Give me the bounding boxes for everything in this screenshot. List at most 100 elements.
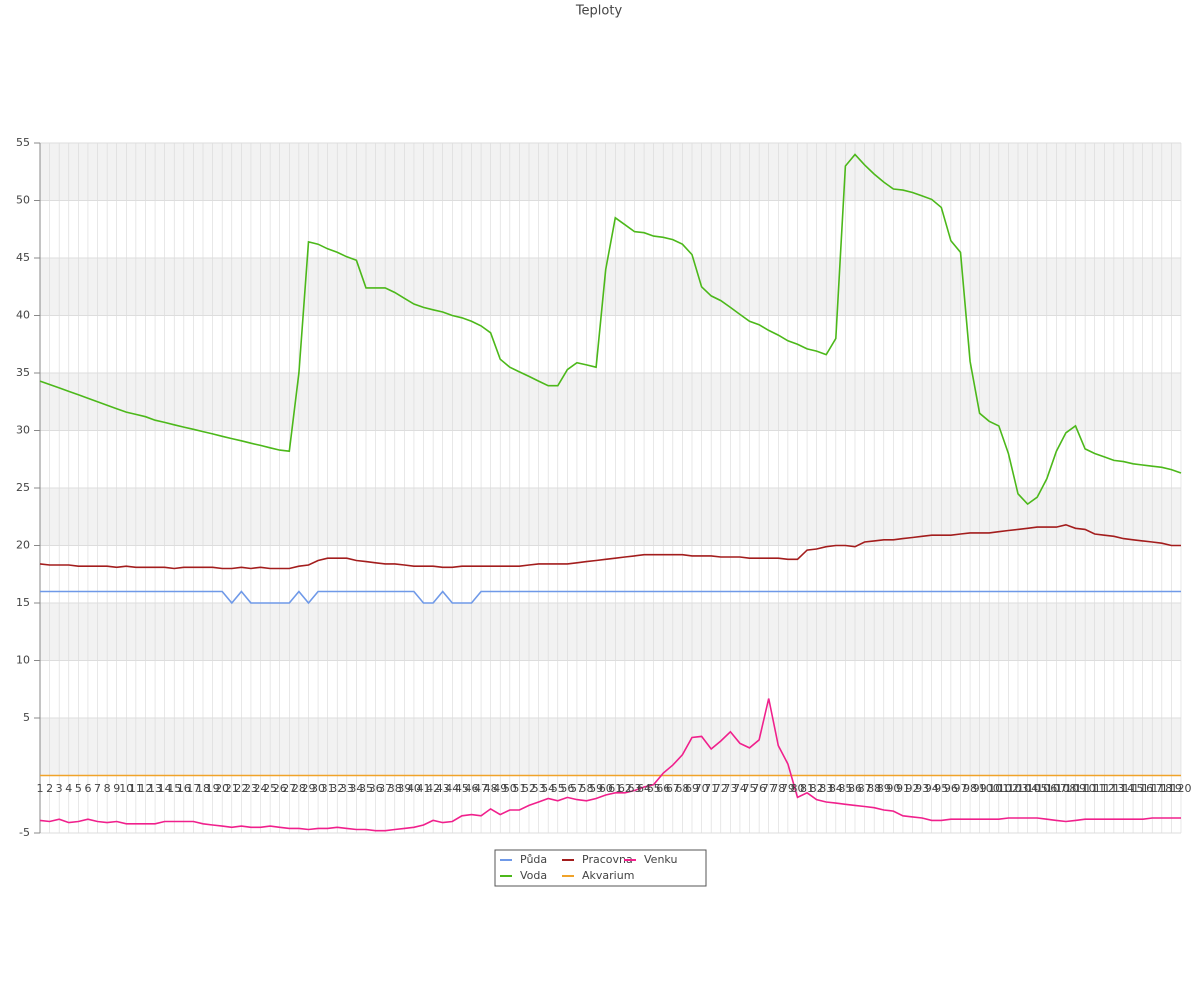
x-tick-label: 63 (627, 782, 641, 795)
x-tick-label: 66 (656, 782, 670, 795)
x-tick-label: 50 (503, 782, 517, 795)
x-tick-label: 82 (810, 782, 824, 795)
chart-title: Teploty (575, 4, 623, 19)
y-tick-label: 45 (16, 251, 30, 264)
x-tick-label: 9 (113, 782, 120, 795)
x-tick-label: 46 (464, 782, 478, 795)
x-tick-label: 107 (1046, 782, 1067, 795)
x-tick-label: 92 (906, 782, 920, 795)
grid-band (40, 258, 1181, 316)
x-tick-label: 93 (915, 782, 929, 795)
x-tick-label: 87 (858, 782, 872, 795)
x-tick-label: 119 (1161, 782, 1182, 795)
x-tick-label: 35 (359, 782, 373, 795)
x-tick-label: 3 (56, 782, 63, 795)
legend-label: Půda (520, 853, 547, 866)
x-tick-label: 110 (1075, 782, 1096, 795)
x-tick-label: 89 (877, 782, 891, 795)
x-tick-label: 31 (321, 782, 335, 795)
grid-band (40, 143, 1181, 201)
x-tick-label: 95 (934, 782, 948, 795)
y-tick-label: 40 (16, 309, 30, 322)
x-tick-label: 49 (493, 782, 507, 795)
x-tick-label: 117 (1142, 782, 1163, 795)
x-tick-label: 21 (225, 782, 239, 795)
x-tick-label: 33 (340, 782, 354, 795)
series-line (40, 590, 1181, 605)
x-tick-label: 99 (973, 782, 987, 795)
legend-label: Venku (644, 853, 677, 866)
legend-label: Akvarium (582, 869, 634, 882)
x-tick-label: 34 (349, 782, 363, 795)
x-tick-label: 55 (551, 782, 565, 795)
x-tick-label: 79 (781, 782, 795, 795)
x-tick-label: 76 (752, 782, 766, 795)
x-tick-label: 39 (397, 782, 411, 795)
x-tick-label: 78 (771, 782, 785, 795)
x-tick-label: 44 (445, 782, 459, 795)
x-tick-label: 40 (407, 782, 421, 795)
x-tick-label: 72 (714, 782, 728, 795)
x-tick-label: 104 (1017, 782, 1038, 795)
y-tick-label: 35 (16, 366, 30, 379)
x-tick-label: 5 (75, 782, 82, 795)
x-tick-label: 32 (330, 782, 344, 795)
legend (494, 849, 707, 887)
x-tick-label: 19 (206, 782, 220, 795)
grid-band (40, 373, 1181, 431)
x-tick-label: 88 (867, 782, 881, 795)
x-tick-label: 70 (695, 782, 709, 795)
x-tick-label: 1 (37, 782, 44, 795)
x-tick-label: 120 (1171, 782, 1192, 795)
x-tick-label: 80 (790, 782, 804, 795)
x-tick-label: 68 (675, 782, 689, 795)
x-tick-label: 25 (263, 782, 277, 795)
x-tick-label: 90 (886, 782, 900, 795)
x-tick-label: 71 (704, 782, 718, 795)
x-tick-label: 2 (46, 782, 53, 795)
y-tick-label: 55 (16, 136, 30, 149)
x-tick-label: 58 (580, 782, 594, 795)
x-tick-label: 114 (1113, 782, 1134, 795)
x-tick-label: 53 (532, 782, 546, 795)
y-tick-label: 10 (16, 654, 30, 667)
x-tick-label: 103 (1008, 782, 1029, 795)
x-tick-label: 17 (186, 782, 200, 795)
x-tick-label: 83 (819, 782, 833, 795)
x-tick-label: 109 (1065, 782, 1086, 795)
x-tick-label: 36 (369, 782, 383, 795)
x-tick-label: 43 (436, 782, 450, 795)
x-tick-label: 27 (282, 782, 296, 795)
x-tick-label: 77 (762, 782, 776, 795)
x-tick-label: 62 (618, 782, 632, 795)
x-tick-label: 38 (388, 782, 402, 795)
x-tick-label: 100 (979, 782, 1000, 795)
x-tick-label: 22 (234, 782, 248, 795)
x-tick-label: 23 (244, 782, 258, 795)
x-tick-label: 6 (84, 782, 91, 795)
x-tick-label: 16 (177, 782, 191, 795)
x-tick-label: 113 (1103, 782, 1124, 795)
y-tick-label: 15 (16, 596, 30, 609)
x-tick-label: 15 (167, 782, 181, 795)
x-tick-label: 115 (1123, 782, 1144, 795)
grid-band (40, 718, 1181, 776)
x-tick-label: 97 (953, 782, 967, 795)
x-tick-label: 98 (963, 782, 977, 795)
x-tick-label: 56 (560, 782, 574, 795)
x-tick-label: 64 (637, 782, 651, 795)
legend-label: Voda (520, 869, 547, 882)
y-tick-label: -5 (19, 826, 30, 839)
x-tick-label: 29 (301, 782, 315, 795)
x-tick-label: 69 (685, 782, 699, 795)
x-tick-label: 101 (988, 782, 1009, 795)
x-tick-label: 52 (522, 782, 536, 795)
x-tick-label: 61 (608, 782, 622, 795)
x-tick-label: 42 (426, 782, 440, 795)
x-tick-label: 45 (455, 782, 469, 795)
x-tick-label: 96 (944, 782, 958, 795)
x-tick-label: 105 (1027, 782, 1048, 795)
y-tick-label: 30 (16, 424, 30, 437)
series-line (39, 698, 1181, 832)
